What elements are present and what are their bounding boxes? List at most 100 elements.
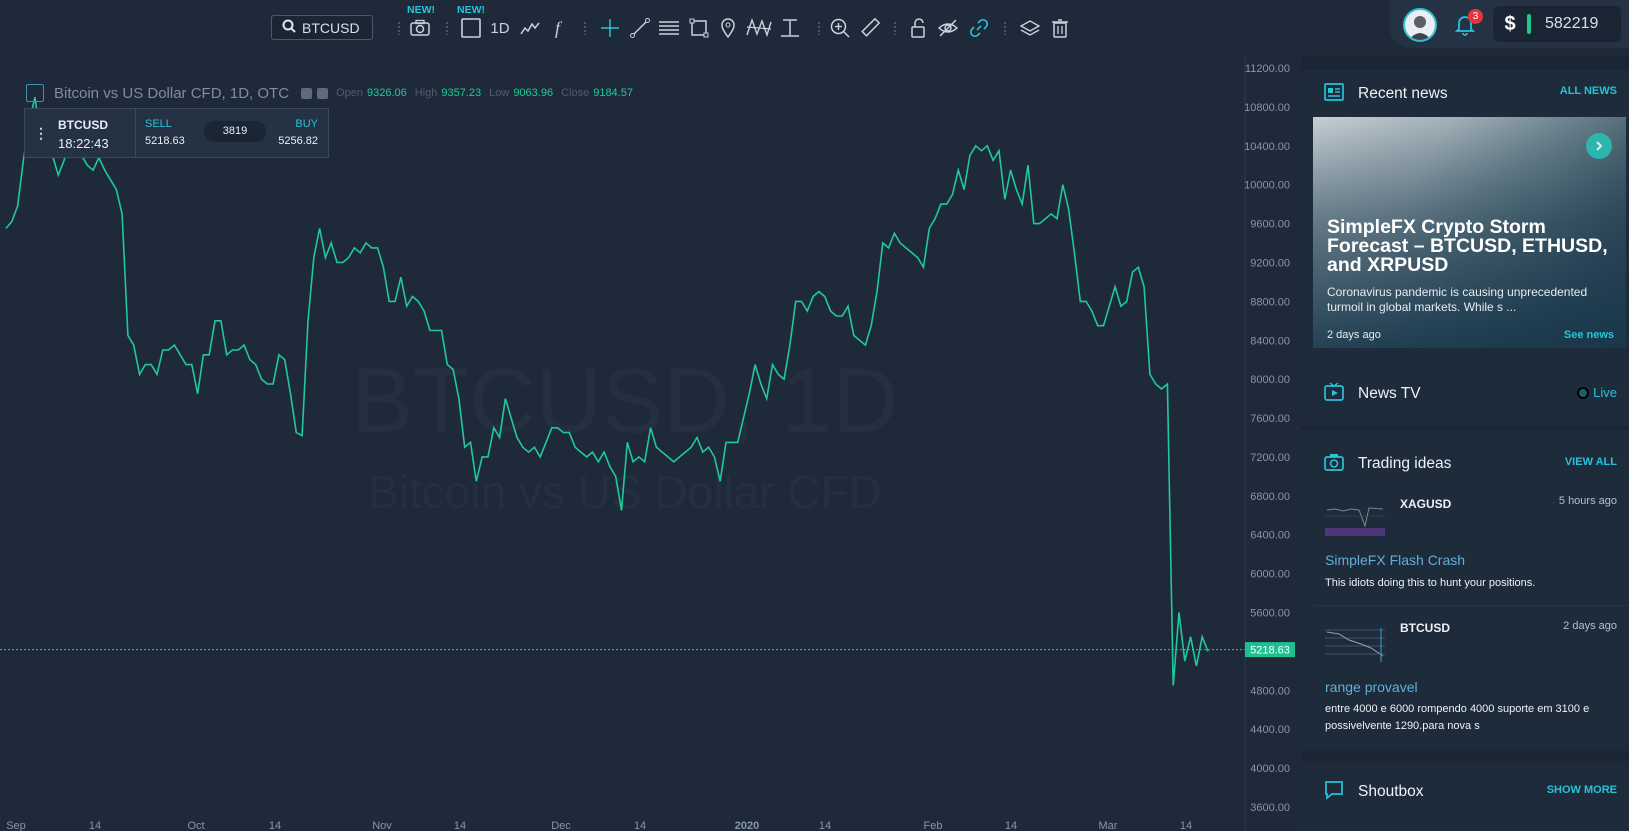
price-axis-tick: 4800.00 bbox=[1250, 685, 1290, 697]
low-label: Low bbox=[489, 87, 510, 99]
symbol-search[interactable] bbox=[271, 15, 373, 40]
chat-icon bbox=[1323, 779, 1345, 804]
price-axis-tick: 8800.00 bbox=[1250, 296, 1290, 308]
recent-news-title: Recent news bbox=[1358, 84, 1448, 102]
idea-description: entre 4000 e 6000 rompendo 4000 suporte … bbox=[1325, 703, 1590, 732]
news-card-title[interactable]: SimpleFX Crypto Storm Forecast – BTCUSD,… bbox=[1327, 216, 1608, 276]
high-label: High bbox=[414, 87, 438, 99]
bell-icon[interactable] bbox=[1453, 12, 1477, 36]
last-price-tag: 5218.63 bbox=[1250, 645, 1290, 657]
trading-ideas-section: Trading ideas VIEW ALL XAGUSD 5 hours ag… bbox=[1301, 431, 1629, 751]
news-tv-title: News TV bbox=[1358, 384, 1421, 402]
camera-icon[interactable] bbox=[408, 16, 432, 40]
news-tv-section[interactable]: News TV bbox=[1301, 360, 1629, 426]
price-axis-tick: 4000.00 bbox=[1250, 763, 1290, 775]
line-chart-type-icon[interactable] bbox=[518, 16, 542, 40]
price-chart[interactable]: BTCUSD, 1D Bitcoin vs US Dollar CFD 3600… bbox=[0, 56, 1301, 831]
shoutbox-title: Shoutbox bbox=[1358, 782, 1424, 800]
news-card-date: 2 days ago bbox=[1327, 329, 1381, 341]
all-news-link[interactable]: ALL NEWS bbox=[1559, 85, 1617, 97]
chart-settings-icon[interactable] bbox=[26, 84, 44, 102]
close-value: 9184.57 bbox=[593, 87, 633, 99]
see-news-link[interactable]: See news bbox=[1563, 329, 1614, 341]
time-axis-tick: Oct bbox=[187, 820, 204, 831]
price-axis-tick: 9600.00 bbox=[1250, 219, 1290, 231]
idea-symbol[interactable]: XAGUSD bbox=[1400, 497, 1452, 511]
function-icon[interactable]: f bbox=[548, 16, 572, 40]
quote-panel: ⋮ BTCUSD 18:22:43 SELL 5218.63 3819 BUY … bbox=[24, 108, 329, 158]
buy-price[interactable]: 5256.82 bbox=[278, 135, 318, 147]
time-axis-tick: 14 bbox=[1005, 820, 1017, 831]
chart-legend: Bitcoin vs US Dollar CFD, 1D, OTC Open 9… bbox=[26, 84, 633, 102]
idea-title[interactable]: range provavel bbox=[1325, 679, 1418, 695]
horizontal-lines-icon[interactable] bbox=[657, 16, 681, 40]
idea-description: This idiots doing this to hunt your posi… bbox=[1325, 577, 1536, 589]
time-axis-tick: 14 bbox=[634, 820, 646, 831]
search-icon bbox=[282, 19, 296, 36]
sell-price[interactable]: 5218.63 bbox=[145, 135, 185, 147]
open-label: Open bbox=[336, 87, 363, 99]
pin-icon[interactable] bbox=[716, 16, 740, 40]
quote-time: 18:22:43 bbox=[58, 136, 109, 151]
shoutbox-section: Shoutbox SHOW MORE bbox=[1301, 761, 1629, 831]
live-dot-icon bbox=[1577, 386, 1590, 399]
account-panel: 3 $ 582219 bbox=[1389, 0, 1629, 48]
layers-icon[interactable] bbox=[1018, 16, 1042, 40]
time-axis-tick: Dec bbox=[551, 820, 571, 831]
rectangle-layout-icon[interactable] bbox=[459, 16, 483, 40]
trend-line-icon[interactable] bbox=[628, 16, 652, 40]
price-axis-tick: 10400.00 bbox=[1244, 141, 1290, 153]
settings-icon[interactable] bbox=[317, 87, 329, 99]
buy-button[interactable]: BUY bbox=[295, 118, 318, 130]
unlock-icon[interactable] bbox=[906, 16, 930, 40]
crosshair-icon[interactable] bbox=[598, 16, 622, 40]
balance-widget[interactable]: $ 582219 bbox=[1493, 6, 1621, 42]
tv-icon bbox=[1323, 381, 1345, 406]
live-indicator[interactable]: Live bbox=[1577, 385, 1617, 400]
time-axis-tick: 2020 bbox=[735, 820, 759, 831]
zoom-in-icon[interactable] bbox=[828, 16, 852, 40]
trash-icon[interactable] bbox=[1048, 16, 1072, 40]
live-label: Live bbox=[1593, 385, 1617, 400]
news-card-overlay bbox=[1313, 117, 1626, 348]
idea-thumbnail[interactable] bbox=[1325, 496, 1385, 538]
price-axis-tick: 7600.00 bbox=[1250, 413, 1290, 425]
close-label: Close bbox=[561, 87, 590, 99]
visibility-icon[interactable] bbox=[301, 87, 313, 99]
ruler-icon[interactable] bbox=[858, 16, 882, 40]
price-axis-tick: 8000.00 bbox=[1250, 374, 1290, 386]
quote-divider bbox=[135, 109, 136, 157]
news-icon bbox=[1323, 81, 1345, 106]
currency-symbol: $ bbox=[1504, 12, 1516, 35]
idea-symbol[interactable]: BTCUSD bbox=[1400, 621, 1450, 635]
symbol-search-input[interactable] bbox=[302, 19, 372, 36]
avatar[interactable] bbox=[1403, 8, 1437, 42]
view-all-ideas-link[interactable]: VIEW ALL bbox=[1564, 456, 1617, 468]
last-price-tag-bg bbox=[1245, 642, 1295, 658]
rectangle-draw-icon[interactable] bbox=[687, 16, 711, 40]
chart-watermark-symbol: BTCUSD, 1D bbox=[352, 350, 899, 452]
price-chart-area[interactable]: BTCUSD, 1D Bitcoin vs US Dollar CFD 3600… bbox=[0, 56, 1301, 831]
idea-thumbnail[interactable] bbox=[1325, 622, 1385, 664]
link-icon[interactable] bbox=[967, 16, 991, 40]
pattern-icon[interactable] bbox=[744, 16, 774, 40]
price-axis-tick: 6800.00 bbox=[1250, 491, 1290, 503]
quote-menu-icon[interactable]: ⋮ bbox=[34, 125, 48, 141]
sell-button[interactable]: SELL bbox=[145, 118, 172, 130]
news-card[interactable]: SimpleFX Crypto Storm Forecast – BTCUSD,… bbox=[1313, 117, 1626, 348]
low-value: 9063.96 bbox=[513, 87, 554, 99]
price-axis-tick: 3600.00 bbox=[1250, 802, 1290, 814]
price-axis-tick: 11200.00 bbox=[1245, 63, 1290, 75]
notification-badge: 3 bbox=[1468, 9, 1483, 24]
time-axis-tick: Nov bbox=[372, 820, 392, 831]
show-more-link[interactable]: SHOW MORE bbox=[1546, 784, 1617, 796]
interval-selector[interactable]: 1D bbox=[490, 19, 510, 37]
measure-icon[interactable] bbox=[778, 16, 802, 40]
eye-off-icon[interactable] bbox=[936, 16, 960, 40]
time-axis-tick: 14 bbox=[1180, 820, 1192, 831]
idea-time: 2 days ago bbox=[1563, 620, 1617, 632]
time-axis-tick: Sep bbox=[6, 820, 26, 831]
chevron-right-icon[interactable] bbox=[1586, 133, 1612, 159]
idea-title[interactable]: SimpleFX Flash Crash bbox=[1325, 552, 1466, 568]
price-axis-tick: 10800.00 bbox=[1244, 102, 1290, 114]
